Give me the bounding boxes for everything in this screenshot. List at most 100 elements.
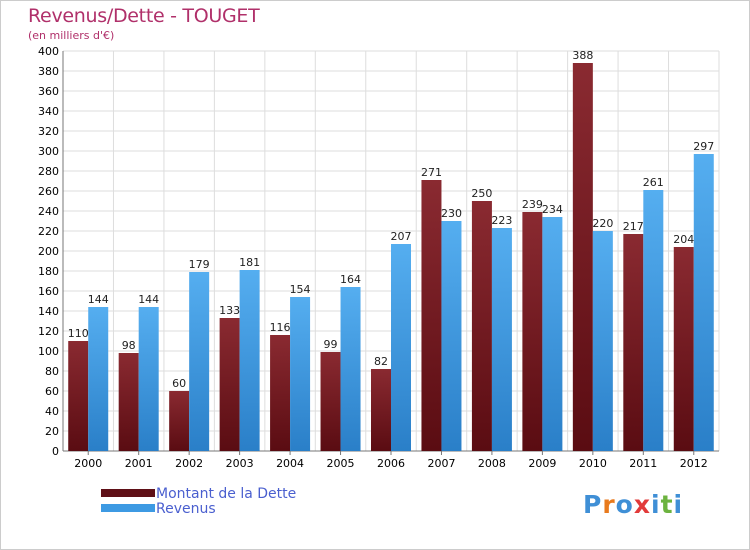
bar-revenus[interactable] (340, 287, 361, 451)
logo-letter: x (633, 490, 651, 519)
bar-revenus[interactable] (239, 270, 260, 451)
data-label: 99 (324, 338, 338, 351)
y-tick-label: 260 (38, 185, 59, 198)
x-tick-label: 2006 (377, 457, 405, 470)
y-tick-label: 120 (38, 325, 59, 338)
x-tick-label: 2000 (74, 457, 102, 470)
bar-dette[interactable] (320, 352, 341, 451)
data-label: 239 (522, 198, 543, 211)
y-tick-label: 140 (38, 305, 59, 318)
x-tick-label: 2005 (327, 457, 355, 470)
data-label: 82 (374, 355, 388, 368)
y-tick-label: 280 (38, 165, 59, 178)
x-tick-label: 2002 (175, 457, 203, 470)
legend-label-debt: Montant de la Dette (156, 486, 297, 502)
bar-revenus[interactable] (189, 272, 210, 451)
y-tick-label: 60 (45, 385, 59, 398)
data-label: 98 (122, 339, 136, 352)
bar-dette[interactable] (371, 369, 391, 451)
logo-letter: i (673, 490, 684, 519)
bar-revenus[interactable] (643, 190, 664, 451)
data-label: 179 (189, 258, 210, 271)
bar-dette[interactable] (421, 180, 442, 451)
x-tick-label: 2012 (680, 457, 708, 470)
data-label: 154 (290, 283, 311, 296)
bar-revenus[interactable] (88, 307, 109, 451)
logo-letter: i (651, 490, 661, 519)
legend-swatch-revenue (101, 504, 155, 512)
y-tick-label: 340 (38, 105, 59, 118)
data-label: 116 (270, 321, 291, 334)
y-tick-label: 240 (38, 205, 59, 218)
data-labels: 110 144 98 144 60 179 133 181 116 154 99 164 82 207 27… (68, 49, 715, 390)
bar-revenus[interactable] (542, 217, 563, 451)
data-label: 60 (172, 377, 186, 390)
bar-revenus[interactable] (138, 307, 159, 451)
data-label: 133 (219, 304, 240, 317)
logo-letter: o (615, 490, 634, 519)
data-label: 181 (239, 256, 260, 269)
x-tick-label: 2011 (629, 457, 657, 470)
bar-dette[interactable] (522, 212, 543, 451)
y-tick-label: 160 (38, 285, 59, 298)
bar-dette[interactable] (572, 63, 593, 451)
x-tick-label: 2001 (125, 457, 153, 470)
data-label: 144 (88, 293, 109, 306)
bar-dette[interactable] (270, 335, 291, 451)
data-label: 220 (592, 217, 613, 230)
logo-letter: t (660, 490, 674, 519)
bar-dette[interactable] (623, 234, 644, 451)
chart-title: Revenus/Dette - TOUGET (28, 5, 260, 27)
chart-subtitle: (en milliers d'€) (28, 29, 115, 42)
data-label: 261 (643, 176, 664, 189)
data-label: 234 (542, 203, 563, 216)
bar-dette[interactable] (219, 318, 240, 451)
data-label: 297 (693, 140, 714, 153)
bar-dette[interactable] (471, 201, 492, 451)
data-label: 144 (138, 293, 159, 306)
x-tick-label: 2008 (478, 457, 506, 470)
y-tick-label: 80 (45, 365, 59, 378)
x-tick-label: 2009 (528, 457, 556, 470)
x-tick-label: 2010 (579, 457, 607, 470)
data-label: 164 (340, 273, 361, 286)
bar-revenus[interactable] (693, 154, 714, 451)
bar-revenus[interactable] (391, 244, 411, 451)
data-label: 223 (491, 214, 512, 227)
data-label: 110 (68, 327, 89, 340)
data-label: 204 (673, 233, 694, 246)
proxiti-logo[interactable]: Proxiti (583, 490, 683, 519)
x-tick-label: 2004 (276, 457, 304, 470)
data-label: 217 (623, 220, 644, 233)
bar-dette[interactable] (118, 353, 139, 451)
data-label: 207 (391, 230, 412, 243)
legend-label-revenue: Revenus (156, 501, 216, 517)
bar-dette[interactable] (169, 391, 190, 451)
bar-revenus[interactable] (290, 297, 311, 451)
bar-dette[interactable] (68, 341, 89, 451)
data-label: 250 (471, 187, 492, 200)
y-tick-label: 360 (38, 85, 59, 98)
x-tick-label: 2003 (226, 457, 254, 470)
y-tick-label: 320 (38, 125, 59, 138)
bar-revenus[interactable] (441, 221, 462, 451)
y-tick-label: 300 (38, 145, 59, 158)
bars (68, 63, 714, 451)
y-tick-label: 400 (38, 45, 59, 58)
legend-swatch-debt (101, 489, 155, 497)
bar-dette[interactable] (673, 247, 694, 451)
bar-revenus[interactable] (491, 228, 512, 451)
y-tick-label: 40 (45, 405, 59, 418)
y-tick-label: 380 (38, 65, 59, 78)
data-label: 230 (441, 207, 462, 220)
logo-letter: r (602, 490, 616, 519)
bar-revenus[interactable] (592, 231, 613, 451)
data-label: 388 (572, 49, 593, 62)
data-label: 271 (421, 166, 442, 179)
y-tick-label: 100 (38, 345, 59, 358)
y-tick-label: 220 (38, 225, 59, 238)
x-tick-label: 2007 (427, 457, 455, 470)
y-tick-label: 180 (38, 265, 59, 278)
